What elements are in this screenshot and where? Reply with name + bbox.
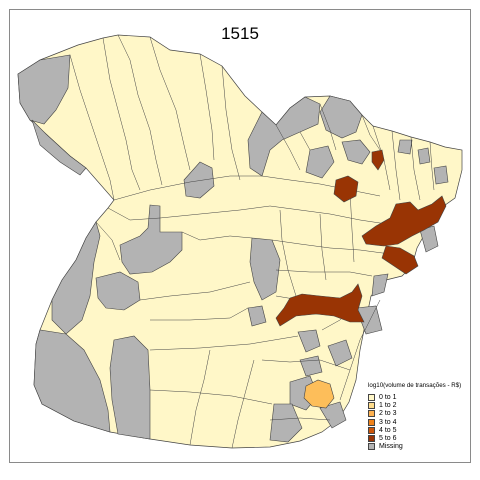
region-missing-se4 (269, 403, 303, 443)
region-value-5-to-6-c (361, 195, 447, 247)
high-value-regions (275, 149, 447, 327)
region-missing-ne2 (341, 139, 371, 165)
region-missing-east1 (419, 225, 439, 253)
legend-swatch (368, 426, 375, 434)
region-missing-se1 (297, 329, 321, 353)
legend-item: 4 to 5 (368, 426, 468, 434)
region-missing-center2 (247, 305, 267, 327)
legend-swatch (368, 443, 375, 451)
region-missing-ne4 (417, 147, 431, 165)
region-missing-se5 (319, 401, 347, 429)
legend-swatch (368, 435, 375, 443)
region-missing-east3 (355, 305, 383, 335)
region-missing-se2 (327, 339, 353, 367)
region-missing-ne3 (397, 139, 413, 155)
region-value-1-to-2 (303, 379, 335, 409)
municipal-boundaries (69, 34, 435, 449)
legend-item: 3 to 4 (368, 418, 468, 426)
legend-label: 5 to 6 (379, 435, 397, 443)
legend-item: 1 to 2 (368, 401, 468, 409)
legend-item: 2 to 3 (368, 410, 468, 418)
region-missing-ne1 (305, 145, 335, 179)
map-title: 1515 (221, 24, 259, 43)
region-missing-center-n (183, 161, 215, 199)
region-value-5-to-6-e (275, 283, 365, 327)
region-missing-west-mid (95, 271, 141, 311)
region-missing-center-w (119, 204, 183, 275)
region-value-5-to-6-b (333, 175, 359, 203)
region-missing-nw (17, 54, 71, 125)
legend-swatch (368, 410, 375, 418)
region-missing-sw (33, 329, 111, 433)
region-value-5-to-6-d (381, 245, 419, 275)
legend-label: Missing (379, 443, 403, 451)
region-missing-n2 (319, 95, 363, 139)
region-missing-sw2 (109, 335, 151, 440)
legend-label: 3 to 4 (379, 418, 397, 426)
legend-label: 4 to 5 (379, 426, 397, 434)
region-missing-east2 (371, 273, 389, 297)
legend-item: 0 to 1 (368, 393, 468, 401)
region-missing-west-low (51, 221, 101, 335)
region-value-5-to-6-a (371, 149, 385, 171)
legend-swatch (368, 418, 375, 426)
legend-label: 1 to 2 (379, 401, 397, 409)
region-missing-ne5 (433, 165, 449, 185)
legend-item: Missing (368, 443, 468, 451)
legend-swatch (368, 401, 375, 409)
legend-label: 2 to 3 (379, 410, 397, 418)
region-missing-center (249, 237, 281, 301)
legend-item: 5 to 6 (368, 434, 468, 443)
legend-label: 0 to 1 (379, 393, 397, 401)
legend-swatch (368, 393, 375, 401)
region-missing-west-strip (31, 119, 87, 176)
legend-title: log10(volume de transações - R$) (368, 382, 462, 389)
